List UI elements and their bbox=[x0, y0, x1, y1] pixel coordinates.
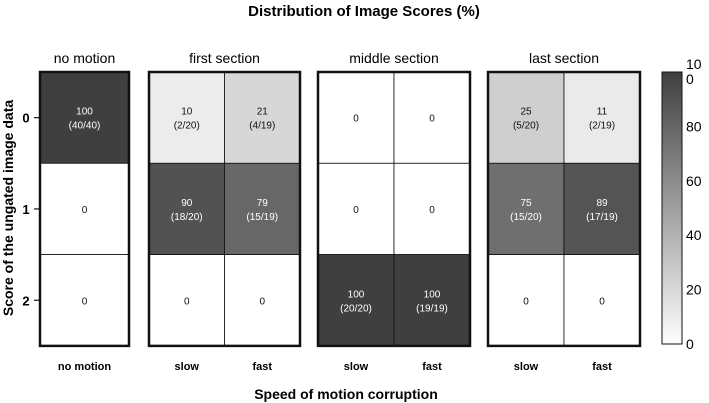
cell-value: 10 bbox=[181, 107, 193, 118]
heatmap-cell bbox=[224, 162, 301, 256]
cell-value: 0 bbox=[353, 205, 359, 216]
colorbar-tick-line: 80 bbox=[686, 118, 702, 134]
y-axis-title: Score of the ungated image data bbox=[0, 100, 16, 316]
axis-labels: 0 1 2 no motion first section middle section l… bbox=[22, 50, 612, 373]
cell-count: (18/20) bbox=[171, 212, 203, 223]
cell-value: 100 bbox=[424, 289, 441, 300]
colorbar-tick-label: 0 bbox=[686, 336, 694, 352]
cell-value: 25 bbox=[520, 107, 532, 118]
chart-title: Distribution of Image Scores (%) bbox=[248, 3, 480, 20]
cell-value: 0 bbox=[259, 296, 265, 307]
cell-count: (4/19) bbox=[249, 121, 275, 132]
cell-count: (5/20) bbox=[513, 121, 539, 132]
colorbar-tick-line: 20 bbox=[686, 282, 702, 298]
colorbar-tick-line: 0 bbox=[686, 336, 694, 352]
heatmap-cell bbox=[563, 71, 641, 164]
colorbar-tick-label: 20 bbox=[686, 282, 702, 298]
y-tick-label: 1 bbox=[22, 202, 29, 217]
colorbar-tick-label: 60 bbox=[686, 173, 702, 189]
cell-count: (2/19) bbox=[589, 121, 615, 132]
x-tick-label: slow bbox=[175, 361, 200, 373]
cell-count: (2/20) bbox=[174, 121, 200, 132]
cell-count: (15/19) bbox=[246, 212, 278, 223]
colorbar-tick-line: 60 bbox=[686, 173, 702, 189]
colorbar-tick-label: 40 bbox=[686, 227, 702, 243]
cell-value: 89 bbox=[596, 198, 608, 209]
group-label: first section bbox=[189, 50, 260, 66]
x-tick-label: slow bbox=[344, 361, 369, 373]
heatmap-cell bbox=[393, 162, 471, 256]
cell-value: 21 bbox=[257, 107, 269, 118]
cell-value: 100 bbox=[76, 107, 93, 118]
cell-count: (15/20) bbox=[510, 212, 542, 223]
cell-value: 90 bbox=[181, 198, 193, 209]
x-tick-label: slow bbox=[514, 361, 539, 373]
colorbar-bar bbox=[661, 71, 683, 345]
cell-value: 75 bbox=[520, 198, 532, 209]
heatmap-cell bbox=[224, 254, 301, 347]
heatmap-cell bbox=[393, 71, 471, 164]
group-label: last section bbox=[529, 50, 599, 66]
cell-value: 100 bbox=[348, 289, 365, 300]
cell-value: 11 bbox=[597, 107, 608, 118]
cell-value: 0 bbox=[353, 114, 359, 125]
heatmap-cell bbox=[487, 71, 565, 164]
colorbar-tick-line: 10 bbox=[686, 56, 702, 72]
heatmap-cell bbox=[148, 254, 225, 347]
y-tick-label: 0 bbox=[22, 111, 29, 126]
cell-value: 0 bbox=[429, 205, 435, 216]
heatmap-cell bbox=[393, 254, 471, 347]
y-tick-label: 2 bbox=[22, 293, 29, 308]
cell-value: 0 bbox=[429, 114, 435, 125]
heatmap-cell bbox=[39, 254, 130, 347]
cell-count: (17/19) bbox=[586, 212, 618, 223]
heatmap-cell bbox=[317, 254, 395, 347]
heatmap-cell bbox=[487, 162, 565, 256]
heatmap-cell bbox=[39, 71, 130, 164]
heatmap-cell bbox=[148, 162, 225, 256]
panel-border bbox=[486, 70, 642, 348]
panel-frames bbox=[38, 70, 642, 348]
x-tick-label: fast bbox=[592, 361, 612, 373]
cell-count: (20/20) bbox=[340, 303, 372, 314]
cell-value: 0 bbox=[184, 296, 190, 307]
heatmap-cell bbox=[148, 71, 225, 164]
x-tick-label: fast bbox=[252, 361, 272, 373]
colorbar-tick-label: 10 0 bbox=[686, 56, 702, 87]
panel-border bbox=[316, 70, 472, 348]
heatmap-cell bbox=[317, 71, 395, 164]
panel-border bbox=[147, 70, 302, 348]
colorbar-tick-label: 80 bbox=[686, 118, 702, 134]
cell-value: 0 bbox=[82, 296, 88, 307]
heatmap-cell bbox=[317, 162, 395, 256]
x-tick-label: fast bbox=[422, 361, 442, 373]
group-label: middle section bbox=[349, 50, 439, 66]
cell-value: 79 bbox=[257, 198, 269, 209]
heatmap-cells: 100 (40/40) 10 (2/20) 21 (4/19) 0 0 25 (5/20) 11 (2… bbox=[39, 71, 641, 347]
cell-value: 0 bbox=[523, 296, 529, 307]
cell-count: (40/40) bbox=[69, 121, 101, 132]
heatmap-cell bbox=[487, 254, 565, 347]
cell-value: 0 bbox=[82, 205, 88, 216]
colorbar-tick-line: 40 bbox=[686, 227, 702, 243]
x-tick-label: no motion bbox=[58, 361, 111, 373]
colorbar-tick-line: 0 bbox=[686, 71, 694, 87]
cell-value: 0 bbox=[599, 296, 605, 307]
x-axis-title: Speed of motion corruption bbox=[254, 386, 438, 402]
heatmap-cell bbox=[563, 162, 641, 256]
group-label: no motion bbox=[54, 50, 115, 66]
cell-count: (19/19) bbox=[416, 303, 448, 314]
